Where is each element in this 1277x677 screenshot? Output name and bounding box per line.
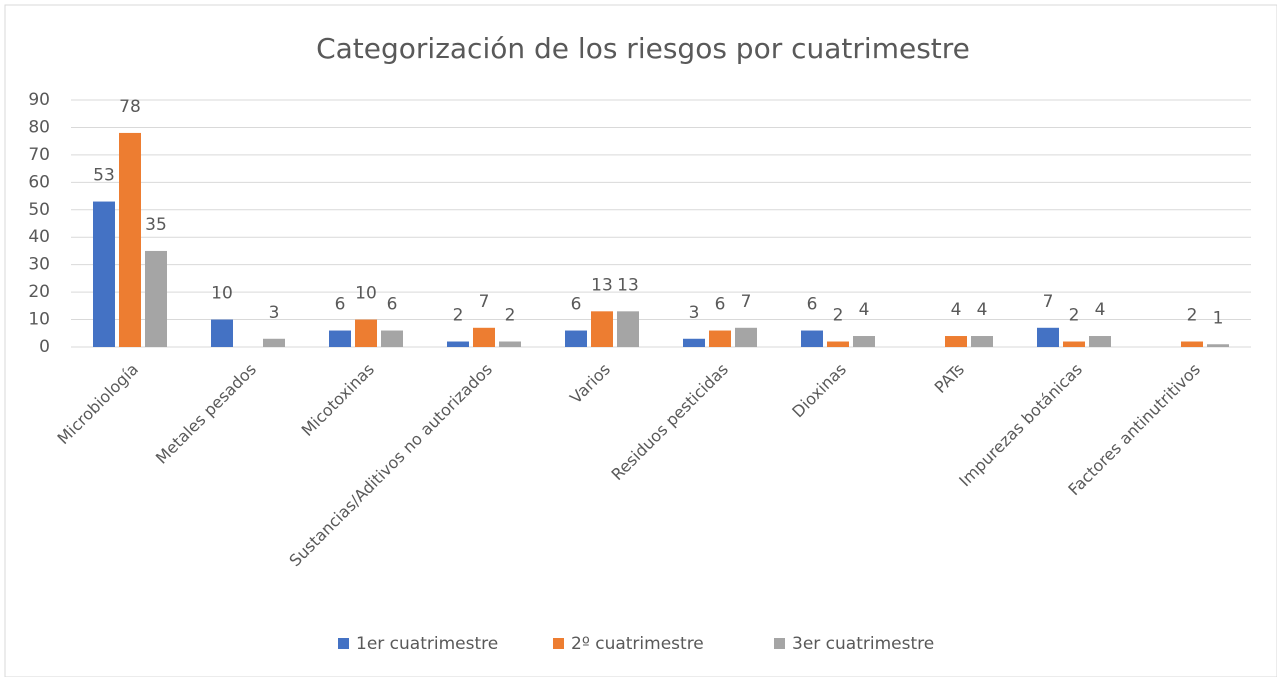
data-label: 3 [269,303,280,323]
y-tick-label: 50 [28,200,50,220]
data-label: 6 [807,295,818,315]
legend-swatch [553,638,564,649]
y-tick-label: 60 [28,172,50,192]
data-label: 10 [355,284,377,304]
data-label: 6 [335,295,346,315]
y-tick-label: 0 [39,337,50,357]
bar [499,341,521,347]
y-tick-label: 40 [28,227,50,247]
data-label: 4 [859,300,870,320]
bar [1207,344,1229,347]
bar [945,336,967,347]
data-label: 2 [1069,306,1080,326]
bar [1181,341,1203,347]
bar [93,201,115,347]
data-label: 7 [479,292,490,312]
bar [971,336,993,347]
data-label: 1 [1213,308,1224,328]
data-label: 2 [833,306,844,326]
bar [827,341,849,347]
data-label: 6 [571,295,582,315]
y-tick-label: 20 [28,282,50,302]
data-label: 4 [1095,300,1106,320]
data-label: 2 [453,306,464,326]
bar [565,330,587,347]
bar [355,319,377,347]
bar [381,330,403,347]
bar [329,330,351,347]
bar [263,338,285,347]
chart-border [4,4,1277,677]
bar [709,330,731,347]
bar [735,327,757,347]
bar [145,250,167,347]
data-label: 4 [951,300,962,320]
data-label: 2 [1187,306,1198,326]
data-label: 6 [715,295,726,315]
y-tick-label: 90 [28,90,50,110]
data-label: 13 [591,275,613,295]
data-label: 35 [145,215,167,235]
data-label: 13 [617,275,639,295]
y-tick-label: 70 [28,145,50,165]
legend-swatch [774,638,785,649]
bar [447,341,469,347]
data-label: 7 [741,292,752,312]
data-label: 4 [977,300,988,320]
legend-label: 2º cuatrimestre [571,634,704,654]
data-label: 10 [211,284,233,304]
legend-label: 3er cuatrimestre [792,634,934,654]
legend-swatch [338,638,349,649]
bar [617,311,639,347]
bar [591,311,613,347]
bar [119,132,141,347]
bar [1089,336,1111,347]
y-tick-label: 80 [28,117,50,137]
bar [853,336,875,347]
y-tick-label: 10 [28,310,50,330]
data-label: 3 [689,303,700,323]
bar [683,338,705,347]
chart-title: Categorización de los riesgos por cuatri… [316,32,970,65]
data-label: 7 [1043,292,1054,312]
data-label: 78 [119,97,141,117]
bar [211,319,233,347]
bar [801,330,823,347]
y-tick-label: 30 [28,255,50,275]
bar [1063,341,1085,347]
data-label: 6 [387,295,398,315]
bar [1037,327,1059,347]
data-label: 53 [93,166,115,186]
legend-label: 1er cuatrimestre [356,634,498,654]
data-label: 2 [505,306,516,326]
bar [473,327,495,347]
